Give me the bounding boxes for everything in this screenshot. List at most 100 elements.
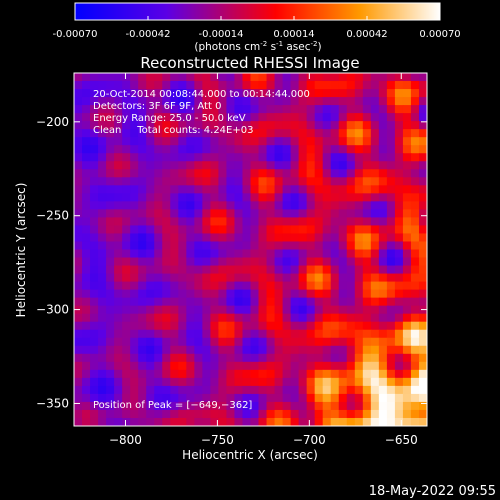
heatmap-cell <box>234 266 243 275</box>
heatmap-cell <box>186 274 195 283</box>
heatmap-cell <box>122 274 131 283</box>
heatmap-cell <box>234 346 243 355</box>
heatmap-cell <box>347 306 356 315</box>
heatmap-cell <box>291 394 300 403</box>
heatmap-cell <box>130 330 139 339</box>
heatmap-cell <box>90 209 99 218</box>
heatmap-cell <box>275 145 284 154</box>
heatmap-cell <box>90 386 99 395</box>
heatmap-cell <box>419 209 428 218</box>
heatmap-cell <box>403 153 412 162</box>
heatmap-cell <box>178 225 187 234</box>
heatmap-cell <box>283 410 292 419</box>
heatmap-cell <box>170 274 179 283</box>
heatmap-cell <box>130 169 139 178</box>
heatmap-cell <box>291 274 300 283</box>
heatmap-cell <box>74 290 83 299</box>
heatmap-cell <box>347 322 356 331</box>
heatmap-cell <box>178 169 187 178</box>
heatmap-cell <box>395 322 404 331</box>
heatmap-cell <box>411 97 420 106</box>
heatmap-cell <box>291 161 300 170</box>
heatmap-cell <box>154 185 163 194</box>
heatmap-cell <box>194 145 203 154</box>
heatmap-cell <box>194 354 203 363</box>
heatmap-cell <box>259 362 268 371</box>
heatmap-cell <box>299 161 308 170</box>
heatmap-cell <box>122 346 131 355</box>
heatmap-cell <box>267 322 276 331</box>
heatmap-cell <box>331 193 340 202</box>
heatmap-cell <box>411 418 420 427</box>
heatmap-cell <box>170 201 179 210</box>
heatmap-cell <box>379 274 388 283</box>
heatmap-cell <box>379 258 388 267</box>
heatmap-cell <box>178 250 187 259</box>
heatmap-cell <box>202 241 211 250</box>
heatmap-cell <box>194 161 203 170</box>
heatmap-cell <box>371 402 380 411</box>
heatmap-cell <box>419 370 428 379</box>
heatmap-cell <box>331 89 340 98</box>
heatmap-cell <box>267 201 276 210</box>
heatmap-cell <box>395 225 404 234</box>
heatmap-cell <box>331 402 340 411</box>
heatmap-cell <box>259 258 268 267</box>
heatmap-cell <box>82 314 91 323</box>
heatmap-cell <box>419 378 428 387</box>
heatmap-cell <box>90 217 99 226</box>
heatmap-cell <box>154 274 163 283</box>
heatmap-cell <box>331 233 340 242</box>
heatmap-cell <box>267 258 276 267</box>
heatmap-cell <box>251 418 260 427</box>
heatmap-cell <box>363 145 372 154</box>
heatmap-cell <box>259 145 268 154</box>
heatmap-cell <box>259 129 268 138</box>
heatmap-cell <box>315 81 324 90</box>
heatmap-cell <box>291 370 300 379</box>
heatmap-cell <box>146 250 155 259</box>
heatmap-cell <box>162 233 171 242</box>
heatmap-cell <box>331 209 340 218</box>
heatmap-cell <box>234 193 243 202</box>
heatmap-cell <box>331 378 340 387</box>
heatmap-cell <box>234 250 243 259</box>
heatmap-cell <box>226 137 235 146</box>
heatmap-cell <box>387 330 396 339</box>
heatmap-cell <box>186 322 195 331</box>
heatmap-cell <box>202 322 211 331</box>
heatmap-cell <box>291 250 300 259</box>
heatmap-cell <box>98 282 107 291</box>
heatmap-cell <box>242 169 251 178</box>
heatmap-cell <box>234 386 243 395</box>
heatmap-cell <box>82 161 91 170</box>
heatmap-cell <box>130 233 139 242</box>
heatmap-cell <box>275 282 284 291</box>
heatmap-cell <box>355 306 364 315</box>
heatmap-cell <box>98 386 107 395</box>
heatmap-cell <box>202 145 211 154</box>
heatmap-cell <box>283 193 292 202</box>
heatmap-cell <box>98 290 107 299</box>
heatmap-cell <box>411 306 420 315</box>
heatmap-cell <box>299 258 308 267</box>
heatmap-cell <box>355 81 364 90</box>
heatmap-cell <box>403 394 412 403</box>
heatmap-cell <box>283 298 292 307</box>
heatmap-cell <box>395 402 404 411</box>
heatmap-cell <box>130 145 139 154</box>
heatmap-cell <box>339 314 348 323</box>
heatmap-cell <box>259 193 268 202</box>
heatmap-cell <box>339 306 348 315</box>
heatmap-cell <box>339 169 348 178</box>
heatmap-cell <box>323 330 332 339</box>
heatmap-cell <box>299 330 308 339</box>
heatmap-cell <box>138 233 147 242</box>
heatmap-cell <box>82 129 91 138</box>
heatmap-cell <box>194 209 203 218</box>
heatmap-cell <box>74 370 83 379</box>
heatmap-cell <box>202 330 211 339</box>
heatmap-cell <box>170 330 179 339</box>
x-axis-label: Heliocentric X (arcsec) <box>182 448 318 462</box>
heatmap-cell <box>106 241 115 250</box>
